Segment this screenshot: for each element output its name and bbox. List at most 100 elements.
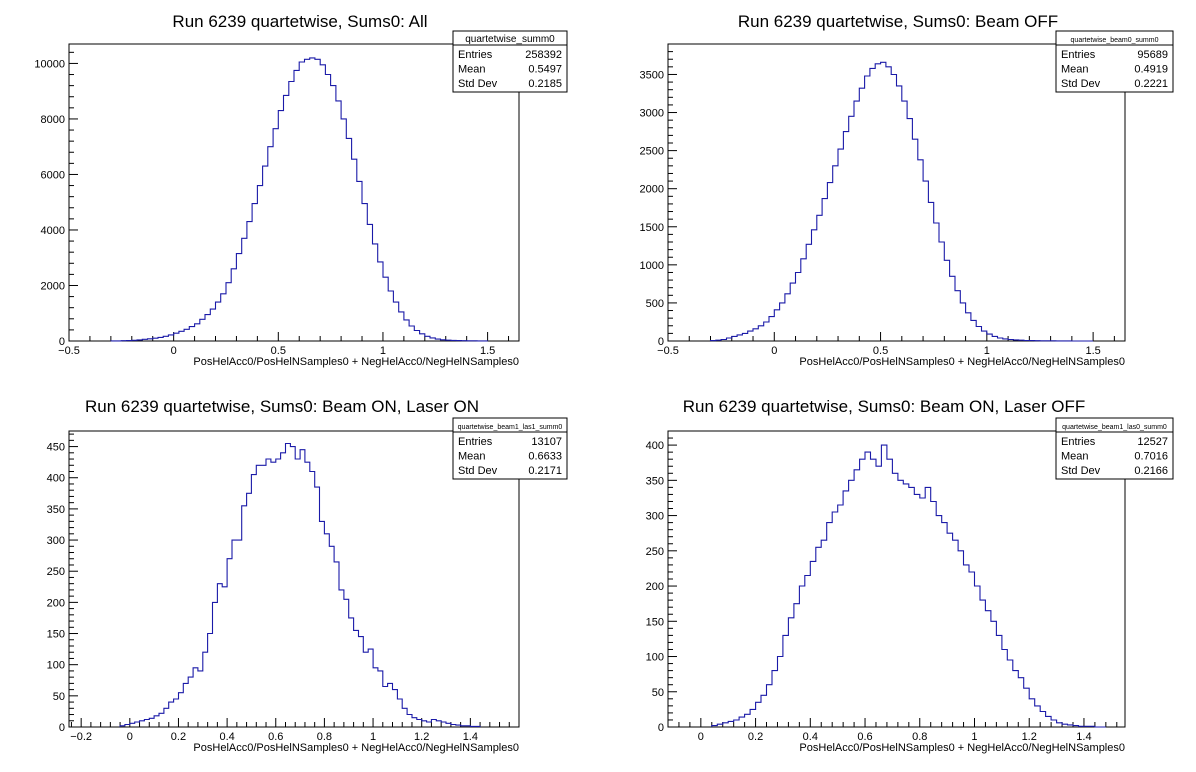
y-tick-label: 3500 bbox=[640, 69, 664, 81]
stats-entries-value: 95689 bbox=[1137, 49, 1168, 61]
x-tick-label: −0.5 bbox=[657, 345, 679, 357]
stats-mean-value: 0.4919 bbox=[1134, 64, 1168, 76]
y-tick-label: 4000 bbox=[41, 225, 65, 237]
stats-std-dev-label: Std Dev bbox=[458, 465, 498, 477]
y-tick-label: 350 bbox=[47, 504, 65, 516]
histogram-panel-4: Run 6239 quartetwise, Sums0: Beam ON, La… bbox=[646, 397, 1174, 754]
y-tick-label: 2000 bbox=[640, 184, 664, 196]
x-tick-label: 0 bbox=[171, 345, 177, 357]
stats-entries-label: Entries bbox=[458, 49, 493, 61]
x-tick-label: −0.2 bbox=[70, 731, 92, 743]
stats-box-frame bbox=[452, 30, 568, 93]
y-tick-label: 2000 bbox=[41, 280, 65, 292]
stats-entries-label: Entries bbox=[1061, 49, 1096, 61]
y-tick-label: 1500 bbox=[640, 222, 664, 234]
x-tick-label: 0.5 bbox=[873, 345, 888, 357]
x-tick-label: 1 bbox=[971, 731, 977, 743]
stats-entries-value: 13107 bbox=[531, 436, 562, 448]
y-tick-label: 450 bbox=[47, 442, 65, 454]
stats-std-dev-value: 0.2221 bbox=[1134, 78, 1168, 90]
stats-entries-label: Entries bbox=[1061, 436, 1096, 448]
histogram-series bbox=[711, 444, 1106, 728]
stats-entries-value: 12527 bbox=[1137, 436, 1168, 448]
stats-mean-label: Mean bbox=[458, 64, 486, 76]
histogram-panel-2: Run 6239 quartetwise, Sums0: Beam OFF 0 50… bbox=[640, 12, 1174, 368]
stats-mean-value: 0.7016 bbox=[1134, 451, 1168, 463]
y-tick-label: 3000 bbox=[640, 108, 664, 120]
x-tick-label: 1.2 bbox=[414, 731, 429, 743]
stats-box-frame bbox=[452, 417, 568, 480]
x-tick-label: 0 bbox=[127, 731, 133, 743]
stats-name: quartetwise_beam1_las0_summ0 bbox=[1062, 424, 1167, 431]
stats-box: quartetwise_beam1_las0_summ0 Entries 12527… bbox=[1055, 417, 1174, 480]
stats-mean-label: Mean bbox=[1061, 64, 1089, 76]
x-tick-label: 0.6 bbox=[268, 731, 283, 743]
y-tick-label: 0 bbox=[658, 336, 664, 348]
x-axis-label: PosHelAcc0/PosHelNSamples0 + NegHelAcc0/… bbox=[193, 742, 519, 754]
x-tick-label: 0.8 bbox=[317, 731, 332, 743]
x-tick-label: 0.4 bbox=[803, 731, 818, 743]
x-tick-label: 1.4 bbox=[463, 731, 478, 743]
y-tick-label: 250 bbox=[646, 546, 664, 558]
x-tick-label: −0.5 bbox=[58, 345, 80, 357]
stats-box: quartetwise_beam0_summ0 Entries 95689 Mean 0… bbox=[1055, 30, 1174, 93]
y-tick-label: 300 bbox=[47, 535, 65, 547]
y-tick-label: 350 bbox=[646, 475, 664, 487]
y-tick-label: 100 bbox=[646, 652, 664, 664]
stats-box: quartetwise_beam1_las1_summ0 Entries 13107… bbox=[452, 417, 568, 480]
x-tick-label: 0 bbox=[698, 731, 704, 743]
histogram-panel-3: Run 6239 quartetwise, Sums0: Beam ON, La… bbox=[47, 397, 568, 754]
chart-title: Run 6239 quartetwise, Sums0: Beam ON, La… bbox=[85, 397, 479, 416]
stats-mean-label: Mean bbox=[458, 451, 486, 463]
stats-entries-value: 258392 bbox=[525, 49, 562, 61]
x-tick-label: 1.5 bbox=[480, 345, 495, 357]
stats-name: quartetwise_summ0 bbox=[465, 34, 555, 45]
stats-mean-label: Mean bbox=[1061, 451, 1089, 463]
stats-std-dev-label: Std Dev bbox=[458, 78, 498, 90]
x-tick-label: 1.4 bbox=[1076, 731, 1091, 743]
stats-std-dev-value: 0.2185 bbox=[528, 78, 562, 90]
y-tick-label: 100 bbox=[47, 660, 65, 672]
stats-std-dev-value: 0.2171 bbox=[528, 465, 562, 477]
y-tick-label: 2500 bbox=[640, 146, 664, 158]
x-tick-label: 0.8 bbox=[912, 731, 927, 743]
x-tick-label: 1 bbox=[370, 731, 376, 743]
stats-box-frame bbox=[1055, 417, 1174, 480]
y-tick-label: 150 bbox=[47, 629, 65, 641]
x-tick-label: 0.6 bbox=[857, 731, 872, 743]
x-tick-label: 0.5 bbox=[271, 345, 286, 357]
x-tick-label: 1 bbox=[380, 345, 386, 357]
x-tick-label: 1.2 bbox=[1022, 731, 1037, 743]
y-tick-label: 200 bbox=[47, 597, 65, 609]
histogram-series bbox=[119, 442, 481, 727]
y-tick-label: 300 bbox=[646, 511, 664, 523]
x-axis-label: PosHelAcc0/PosHelNSamples0 + NegHelAcc0/… bbox=[799, 742, 1125, 754]
x-tick-label: 1.5 bbox=[1085, 345, 1100, 357]
stats-box: quartetwise_summ0 Entries 258392 Mean 0.5497… bbox=[452, 30, 568, 93]
y-tick-label: 400 bbox=[646, 440, 664, 452]
x-axis-label: PosHelAcc0/PosHelNSamples0 + NegHelAcc0/… bbox=[799, 356, 1125, 368]
x-tick-label: 1 bbox=[984, 345, 990, 357]
y-tick-label: 250 bbox=[47, 566, 65, 578]
stats-mean-value: 0.5497 bbox=[528, 64, 562, 76]
stats-mean-value: 0.6633 bbox=[528, 451, 562, 463]
y-tick-label: 0 bbox=[59, 336, 65, 348]
plot-frame bbox=[68, 430, 520, 728]
stats-std-dev-label: Std Dev bbox=[1061, 78, 1101, 90]
y-tick-label: 0 bbox=[658, 722, 664, 734]
chart-title: Run 6239 quartetwise, Sums0: Beam OFF bbox=[738, 12, 1058, 31]
y-tick-label: 400 bbox=[47, 473, 65, 485]
y-tick-label: 0 bbox=[59, 722, 65, 734]
y-tick-label: 6000 bbox=[41, 169, 65, 181]
stats-name: quartetwise_beam0_summ0 bbox=[1071, 37, 1159, 44]
y-tick-label: 200 bbox=[646, 581, 664, 593]
y-tick-label: 50 bbox=[652, 687, 664, 699]
histogram-series bbox=[709, 61, 1094, 342]
stats-entries-label: Entries bbox=[458, 436, 493, 448]
x-axis-label: PosHelAcc0/PosHelNSamples0 + NegHelAcc0/… bbox=[193, 356, 519, 368]
histogram-series bbox=[110, 57, 489, 342]
histogram-panel-1: Run 6239 quartetwise, Sums0: All 0 2000 400… bbox=[34, 12, 568, 368]
x-tick-label: 0.2 bbox=[748, 731, 763, 743]
plot-frame bbox=[68, 43, 520, 342]
